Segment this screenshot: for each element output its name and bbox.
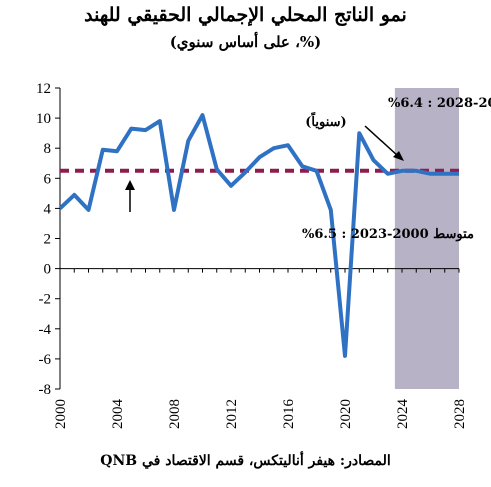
average-annotation: متوسط 2000-2023 : 6.5% <box>302 227 474 242</box>
x-tick-label: 2000 <box>53 399 69 429</box>
forecast-arrow-line <box>364 125 399 157</box>
forecast-annotation-line-2: (سنوياً) <box>305 111 346 130</box>
forecast-shade <box>394 88 459 389</box>
x-tick-label: 2008 <box>167 399 183 429</box>
average-arrow-head <box>125 180 135 190</box>
y-tick-label: 2 <box>44 232 52 248</box>
y-tick-label: -8 <box>39 382 52 398</box>
x-tick-label: 2020 <box>338 399 354 429</box>
y-tick-label: 0 <box>44 262 52 278</box>
y-tick-label: -4 <box>39 322 52 338</box>
x-tick-label: 2012 <box>224 399 240 429</box>
forecast-arrow-head <box>393 151 404 161</box>
chart-subtitle: (%، على أساس سنوي) <box>169 33 322 51</box>
y-tick-label: 10 <box>36 111 51 127</box>
forecast-annotation-line-1: توقعات 2024-2028 : 6.4% <box>388 96 491 111</box>
x-tick-label: 2028 <box>452 399 468 429</box>
x-tick-label: 2016 <box>281 399 297 430</box>
annotations: توقعات 2024-2028 : 6.4% (سنوياً) متوسط 200… <box>125 96 491 242</box>
x-tick-label: 2024 <box>395 399 411 430</box>
y-tick-label: 12 <box>36 81 51 97</box>
axes <box>55 87 460 390</box>
chart-title: نمو الناتج المحلي الإجمالي الحقيقي للهند <box>84 4 407 26</box>
y-tick-label: -2 <box>39 292 52 308</box>
series-line-gdp-growth <box>58 113 459 358</box>
x-tick-label: 2004 <box>110 399 126 430</box>
tick-labels: -8 -6 -4 -2 0 2 4 6 8 10 12 2000 2004 2008 2012 2016 202… <box>36 81 468 429</box>
y-tick-label: -6 <box>39 352 52 368</box>
y-tick-label: 8 <box>44 141 52 157</box>
source-note: المصادر: هيفر أناليتكس، قسم الاقتصاد في … <box>100 453 391 469</box>
y-tick-label: 4 <box>44 201 52 217</box>
y-tick-label: 6 <box>44 171 52 187</box>
